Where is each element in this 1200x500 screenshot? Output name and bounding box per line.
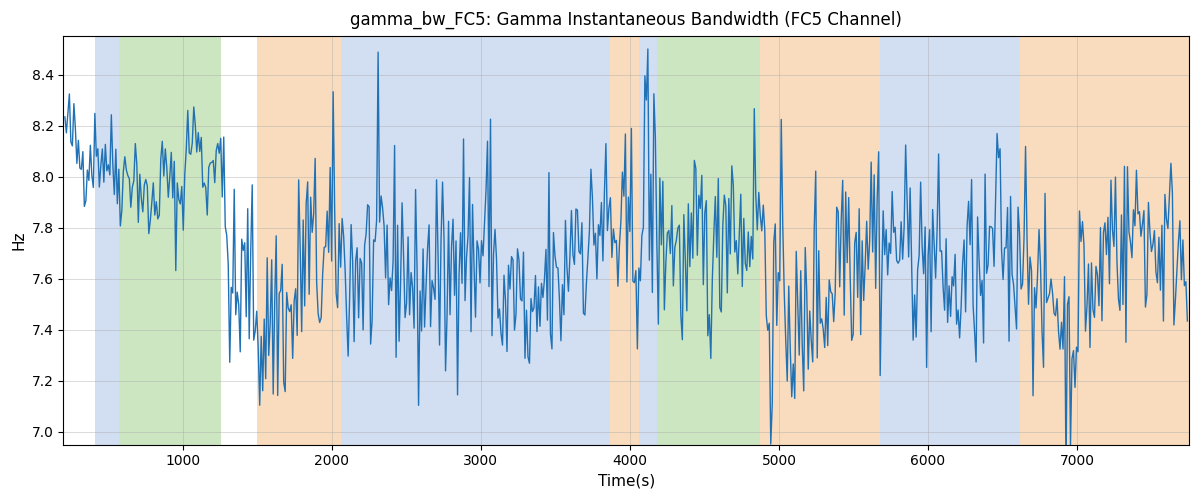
Bar [119,36,222,445]
Bar [257,36,341,445]
Bar [1020,36,1189,445]
Bar [638,36,656,445]
X-axis label: Time(s): Time(s) [598,474,655,489]
Bar [881,36,1020,445]
Bar [341,36,611,445]
Title: gamma_bw_FC5: Gamma Instantaneous Bandwidth (FC5 Channel): gamma_bw_FC5: Gamma Instantaneous Bandwi… [350,11,902,30]
Bar [760,36,881,445]
Bar [611,36,638,445]
Y-axis label: Hz: Hz [11,230,26,250]
Bar [95,36,119,445]
Bar [656,36,760,445]
